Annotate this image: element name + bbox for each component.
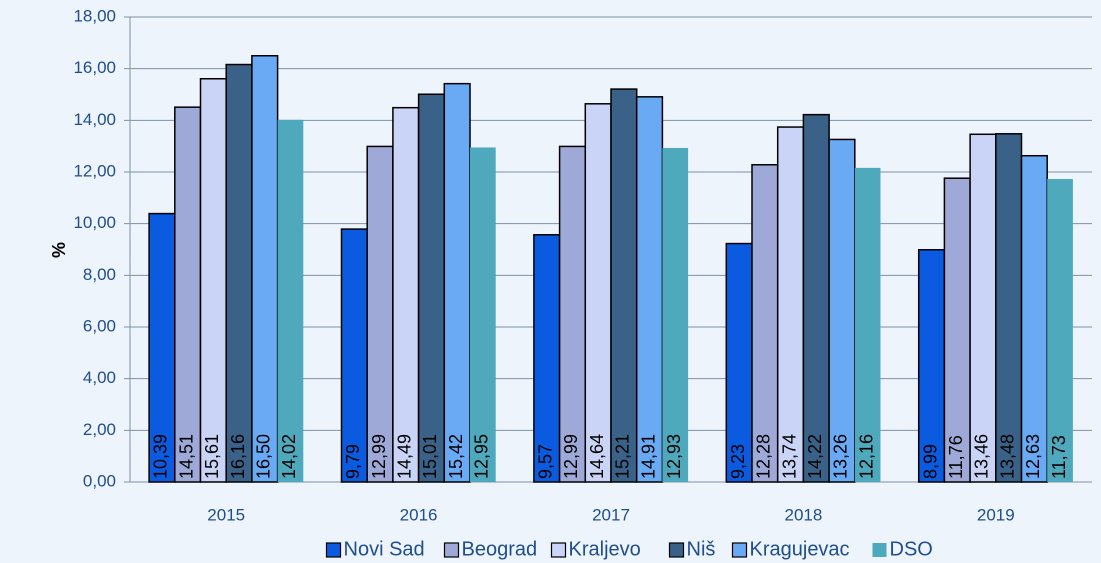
- legend-swatch: [325, 542, 342, 558]
- bar: [943, 177, 971, 483]
- legend-label: Beograd: [462, 538, 538, 560]
- y-tick-label: 0,00: [83, 471, 116, 490]
- value-label: 13,48: [997, 434, 1017, 479]
- value-label: 14,02: [279, 434, 299, 479]
- bar: [969, 133, 997, 483]
- value-label: 12,28: [754, 434, 774, 479]
- bar: [225, 63, 253, 483]
- legend-swatch: [550, 542, 567, 558]
- bar: [584, 103, 612, 483]
- value-label: 12,99: [561, 434, 581, 479]
- value-label: 12,95: [472, 434, 492, 479]
- bar: [776, 126, 805, 483]
- bar: [854, 167, 881, 482]
- legend-label: Kragujevac: [750, 538, 850, 560]
- y-axis-label: %: [49, 242, 69, 258]
- x-tick-label: 2015: [207, 505, 245, 524]
- x-tick-label: 2018: [784, 505, 822, 524]
- value-label: 15,42: [446, 434, 466, 479]
- y-tick-label: 4,00: [83, 368, 116, 387]
- y-tick-label: 8,00: [83, 265, 116, 284]
- value-label: 15,01: [420, 434, 440, 479]
- bar: [802, 113, 830, 483]
- legend-swatch: [872, 543, 887, 557]
- value-label: 15,21: [613, 434, 633, 479]
- bar: [828, 138, 856, 483]
- bar: [1047, 178, 1073, 482]
- value-label: 14,51: [176, 434, 196, 479]
- bar: [470, 147, 496, 483]
- value-label: 9,79: [343, 444, 363, 479]
- bar: [417, 93, 446, 483]
- bar: [199, 77, 227, 483]
- value-label: 12,99: [369, 434, 389, 479]
- value-label: 12,93: [664, 434, 684, 479]
- legend-label: Novi Sad: [344, 538, 425, 560]
- value-label: 14,64: [587, 434, 607, 479]
- bar: [635, 96, 664, 483]
- y-tick-label: 18,00: [73, 6, 116, 25]
- value-label: 13,46: [972, 434, 992, 479]
- bar: [392, 106, 420, 483]
- bar: [251, 55, 279, 483]
- x-tick-label: 2016: [400, 505, 438, 524]
- value-label: 8,99: [920, 444, 940, 479]
- y-tick-label: 2,00: [83, 420, 116, 439]
- legend-swatch: [668, 542, 685, 558]
- legend-swatch: [443, 542, 460, 558]
- legend: Novi Sad Beograd Kraljevo Niš Kragujevac DSO: [325, 538, 933, 560]
- y-tick-label: 14,00: [73, 110, 116, 129]
- value-label: 14,49: [395, 434, 415, 479]
- legend-label: Kraljevo: [569, 538, 641, 560]
- y-tick-label: 12,00: [73, 161, 116, 180]
- x-tick-label: 2017: [592, 505, 630, 524]
- y-tick-label: 16,00: [73, 58, 116, 77]
- value-label: 16,16: [228, 434, 248, 479]
- value-label: 11,76: [946, 435, 966, 479]
- value-label: 13,74: [779, 434, 799, 479]
- bar: [366, 145, 394, 483]
- value-label: 10,39: [151, 434, 171, 479]
- value-label: 16,50: [254, 434, 274, 479]
- value-label: 12,63: [1023, 434, 1043, 479]
- value-label: 12,16: [856, 434, 876, 479]
- value-label: 15,61: [202, 434, 222, 479]
- value-label: 13,26: [831, 434, 851, 479]
- legend-swatch: [731, 542, 748, 558]
- bar: [662, 147, 689, 482]
- y-tick-label: 10,00: [73, 213, 116, 232]
- value-label: 14,22: [805, 434, 825, 479]
- value-label: 9,23: [728, 444, 748, 479]
- bar: [995, 133, 1023, 483]
- value-label: 9,57: [536, 444, 556, 479]
- value-label: 11,73: [1049, 435, 1069, 479]
- value-label: 14,91: [638, 434, 658, 479]
- x-tick-label: 2019: [977, 505, 1015, 524]
- bar: [443, 82, 471, 483]
- bar: [610, 88, 638, 483]
- legend-label: DSO: [890, 538, 933, 560]
- y-tick-label: 6,00: [83, 316, 116, 335]
- bar: [558, 145, 587, 483]
- bar: [1020, 154, 1048, 483]
- bar: [174, 106, 202, 483]
- legend-label: Niš: [687, 538, 716, 560]
- bar: [277, 119, 304, 483]
